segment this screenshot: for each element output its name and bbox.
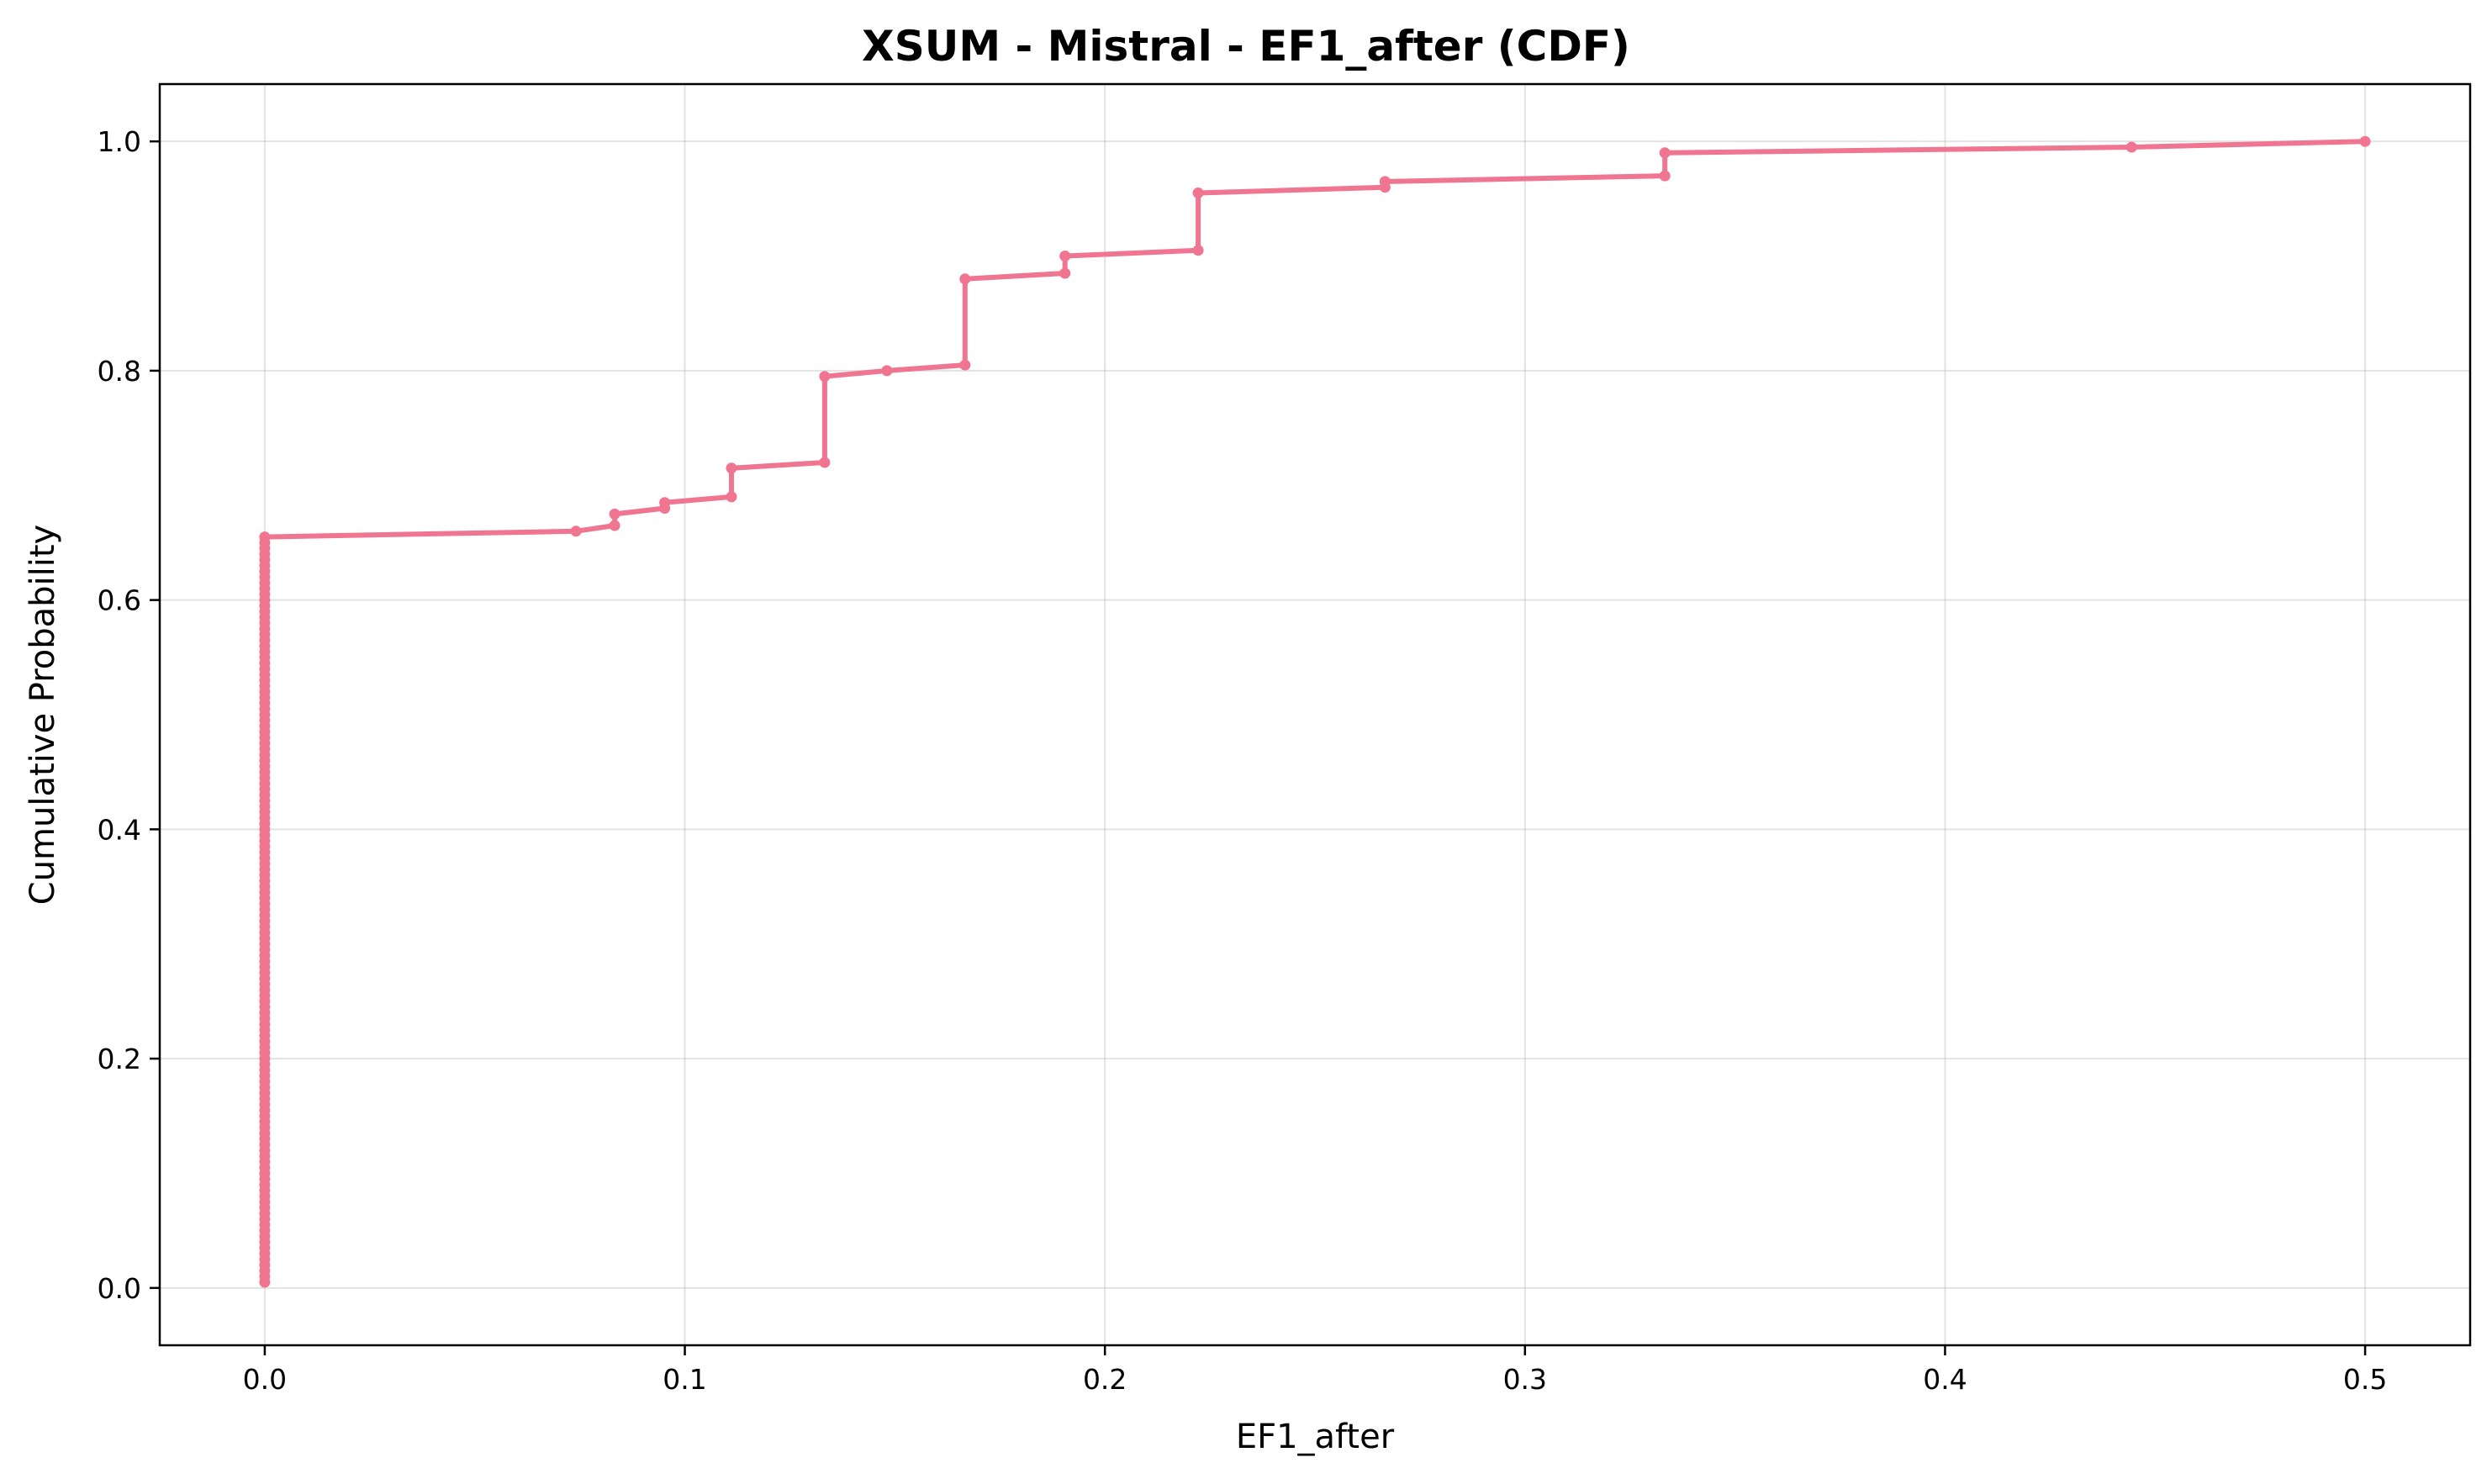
data-point (609, 520, 620, 531)
x-axis: 0.0 0.1 0.2 0.3 0.4 0.5 (243, 1345, 2387, 1396)
data-point (259, 531, 271, 543)
data-point (2125, 141, 2137, 153)
series-group (259, 135, 2371, 1288)
data-point (1192, 245, 1204, 256)
plot-frame (158, 82, 2472, 1347)
y-axis: 0.0 0.2 0.4 0.6 0.8 1.0 (98, 125, 160, 1305)
data-point (1192, 187, 1204, 198)
data-point (1059, 267, 1071, 279)
cdf-line (261, 139, 2366, 1282)
data-point (726, 462, 737, 474)
data-point (819, 457, 831, 468)
x-tick-label: 0.3 (1503, 1363, 1547, 1396)
x-tick-label: 0.4 (1923, 1363, 1967, 1396)
y-tick-label: 0.4 (98, 813, 141, 846)
data-point (2359, 135, 2371, 147)
x-axis-label: EF1_after (1236, 1418, 1395, 1456)
x-tick-label: 0.2 (1083, 1363, 1127, 1396)
data-point (1659, 170, 1671, 182)
x-tick-label: 0.1 (663, 1363, 706, 1396)
data-point (959, 359, 971, 371)
data-point (819, 371, 831, 383)
data-point (959, 273, 971, 285)
y-axis-label: Cumulative Probability (24, 525, 62, 905)
data-point (1059, 251, 1071, 261)
data-point (881, 365, 893, 377)
chart-title: XSUM - Mistral - EF1_after (CDF) (862, 22, 1630, 71)
data-point (1659, 147, 1671, 159)
data-point (1379, 176, 1391, 187)
x-tick-label: 0.0 (243, 1363, 287, 1396)
data-point (609, 508, 620, 520)
y-tick-label: 1.0 (98, 125, 141, 158)
y-tick-label: 0.8 (98, 355, 141, 388)
grid (160, 84, 2470, 1345)
y-tick-label: 0.2 (98, 1043, 141, 1075)
data-point (570, 525, 582, 537)
y-tick-label: 0.0 (98, 1272, 141, 1305)
x-tick-label: 0.5 (2343, 1363, 2387, 1396)
data-point (659, 497, 671, 509)
data-point (726, 491, 737, 503)
y-tick-label: 0.6 (98, 584, 141, 617)
